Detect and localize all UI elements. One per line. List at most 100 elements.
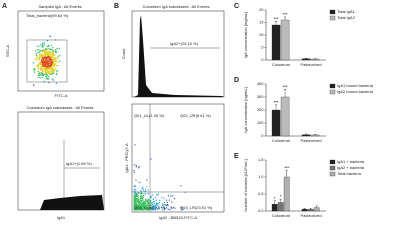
dot — [40, 44, 42, 46]
dot — [140, 194, 143, 196]
legend-label: IgA2 bound bacteria — [337, 89, 374, 94]
dot — [38, 49, 40, 51]
dot — [51, 73, 54, 75]
dot — [37, 59, 40, 61]
dot — [139, 207, 141, 209]
dot — [49, 71, 51, 73]
dot — [40, 56, 42, 58]
dot — [154, 201, 156, 203]
panel-letter: D — [234, 77, 239, 84]
dot — [154, 207, 156, 209]
dot — [157, 204, 159, 206]
dot — [55, 52, 57, 54]
dot — [144, 207, 146, 209]
dot — [34, 58, 37, 60]
dot — [152, 204, 154, 206]
panel-letter: E — [234, 153, 239, 160]
dot — [156, 194, 159, 196]
dot — [40, 74, 42, 76]
bar — [271, 109, 281, 137]
dot — [161, 203, 164, 205]
gate-label: IgA1+(1.65 %) — [66, 161, 92, 166]
dot — [133, 190, 135, 192]
dot — [155, 203, 157, 205]
dot — [43, 44, 46, 46]
dot — [46, 65, 49, 67]
dot — [147, 189, 149, 191]
dot — [166, 201, 168, 203]
dot — [49, 55, 51, 58]
significance: *** — [284, 165, 289, 170]
dot — [151, 194, 154, 196]
legend-swatch — [329, 15, 336, 21]
dot — [43, 62, 45, 64]
dot — [134, 207, 136, 209]
dot — [46, 62, 48, 64]
dot — [33, 84, 35, 86]
dot — [172, 195, 174, 197]
dot — [35, 50, 37, 52]
dot — [42, 73, 44, 76]
dot — [137, 200, 139, 202]
dot — [133, 188, 135, 190]
dot — [47, 53, 49, 55]
dot — [171, 201, 173, 203]
dot — [136, 207, 138, 210]
dot — [51, 59, 53, 61]
dot — [39, 53, 42, 56]
dot — [165, 199, 167, 201]
dot — [154, 205, 156, 208]
dot — [134, 188, 136, 191]
dot — [135, 202, 137, 204]
bar — [283, 176, 290, 212]
dot — [156, 202, 158, 205]
y-tick-label: 0.0 — [258, 208, 264, 213]
dot — [163, 206, 165, 208]
dot — [47, 78, 49, 80]
dot — [156, 204, 158, 206]
dot — [133, 169, 135, 172]
dot — [52, 68, 54, 70]
dot — [161, 196, 163, 199]
x-tick-label: Colostrum — [272, 62, 291, 67]
dot — [148, 201, 150, 203]
dot — [134, 186, 136, 188]
significance: *** — [283, 84, 288, 89]
dot — [168, 199, 171, 201]
dot — [55, 50, 58, 53]
dot — [39, 50, 41, 52]
dot — [56, 48, 58, 50]
dot — [37, 73, 40, 75]
dot — [142, 188, 145, 190]
dot — [45, 65, 48, 67]
dot — [41, 61, 43, 64]
dot — [55, 60, 57, 63]
dot — [140, 198, 142, 200]
y-tick-label: 100 — [257, 120, 264, 125]
dot — [39, 55, 41, 57]
dot — [38, 58, 41, 60]
dot — [54, 63, 57, 65]
legend-label: IgA1 bound bacteria — [337, 83, 374, 88]
dot — [143, 190, 145, 192]
significance: * — [274, 195, 276, 200]
dot — [140, 199, 142, 202]
dot — [155, 196, 157, 198]
dot — [144, 204, 146, 206]
quadrant-label: Q02_UR(5.61 %) — [180, 113, 211, 118]
dot — [57, 61, 59, 64]
dot — [45, 48, 47, 50]
dot — [133, 164, 135, 166]
dot — [39, 61, 41, 64]
dot — [44, 72, 47, 74]
x-axis-label: IgA2 - BB515-FITC-A — [159, 215, 197, 220]
dot — [139, 202, 141, 204]
dot — [43, 70, 46, 72]
dot — [155, 199, 157, 201]
scatter-plot — [133, 144, 186, 211]
dot — [36, 52, 38, 55]
dot — [151, 208, 153, 211]
dot — [45, 59, 48, 62]
dot — [142, 205, 144, 207]
dot — [46, 58, 48, 60]
